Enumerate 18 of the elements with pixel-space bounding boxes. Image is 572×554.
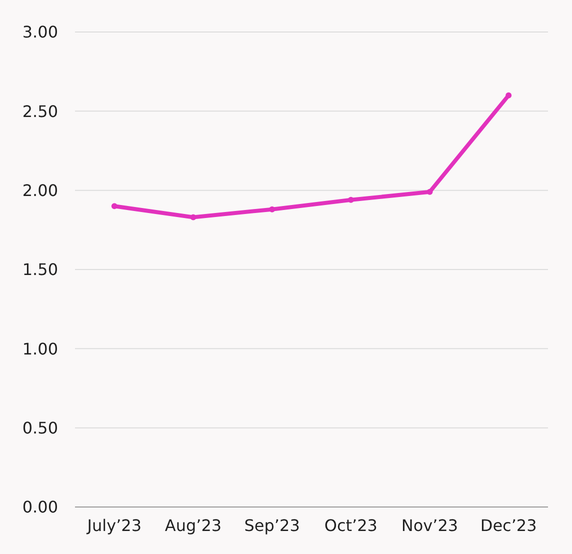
y-tick-label: 0.00: [22, 498, 58, 517]
point: [348, 196, 354, 203]
y-tick-label: 1.50: [22, 260, 58, 280]
x-tick-label: Aug’23: [164, 516, 222, 535]
x-tick-label: Nov’23: [401, 516, 458, 535]
y-tick-label: 2.50: [22, 102, 58, 121]
y-tick-label: 1.00: [22, 339, 58, 358]
y-tick-label: 0.50: [22, 418, 58, 438]
x-tick-label: July’23: [86, 516, 142, 535]
point: [111, 203, 118, 210]
x-tick-label: Dec’23: [480, 516, 537, 535]
point: [190, 214, 196, 220]
point: [506, 92, 512, 98]
x-tick-label: Oct’23: [324, 516, 378, 535]
x-tick-label: Sep’23: [244, 516, 300, 535]
y-tick-label: 3.00: [22, 22, 58, 42]
y-tick-label: 2.00: [22, 180, 58, 200]
point: [426, 188, 433, 195]
